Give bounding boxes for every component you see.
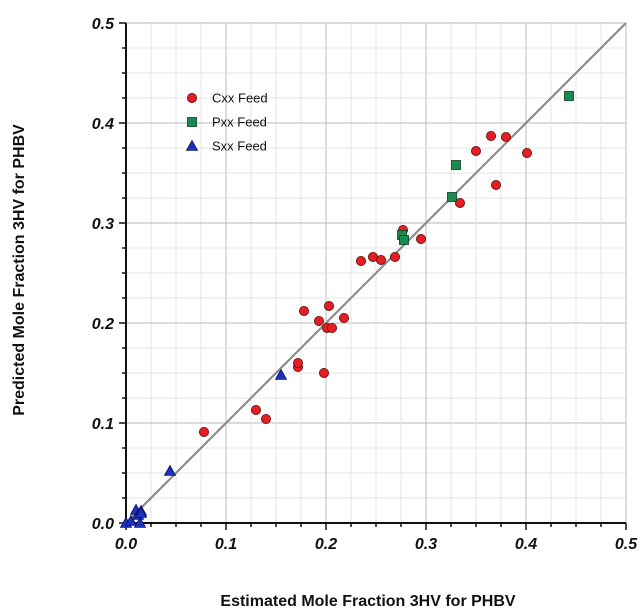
data-point-triangle	[163, 464, 177, 476]
data-point-circle	[500, 131, 511, 142]
data-point-circle	[389, 251, 400, 262]
legend-marker-triangle	[185, 139, 199, 151]
data-point-circle	[470, 145, 481, 156]
x-tick-label: 0.5	[615, 536, 638, 553]
data-point-circle	[355, 255, 366, 266]
y-axis-title: Predicted Mole Fraction 3HV for PHBV	[11, 124, 28, 416]
y-tick-label: 0.4	[92, 116, 114, 133]
y-tick-label: 0.0	[92, 516, 114, 533]
legend-label: Cxx Feed	[212, 91, 268, 106]
y-tick-label: 0.2	[92, 316, 114, 333]
y-tick-label: 0.5	[92, 16, 115, 33]
data-point-triangle	[134, 506, 148, 518]
data-point-circle	[323, 300, 334, 311]
legend-label: Pxx Feed	[212, 115, 267, 130]
data-point-circle	[485, 130, 496, 141]
series-circle	[198, 130, 533, 437]
axes: 0.0 0.1 0.2 0.3 0.4 0.5 0.0 0.1 0.2 0.3 0.4 0.5	[92, 16, 638, 553]
series-square	[397, 91, 574, 245]
identity-line	[125, 22, 627, 524]
reference-line-layer	[125, 22, 627, 524]
x-tick-label: 0.2	[315, 536, 337, 553]
data-point-circle	[490, 179, 501, 190]
data-point-circle	[313, 315, 324, 326]
x-tick-label: 0.1	[215, 536, 237, 553]
data-point-circle	[375, 254, 386, 265]
data-point-circle	[415, 233, 426, 244]
data-point-square	[399, 235, 409, 245]
x-tick-label: 0.0	[115, 536, 137, 553]
data-points	[119, 91, 574, 528]
data-point-triangle	[124, 514, 138, 526]
data-point-circle	[454, 197, 465, 208]
x-tick-label: 0.4	[515, 536, 537, 553]
data-point-circle	[250, 404, 261, 415]
legend-label: Sxx Feed	[212, 139, 267, 154]
data-point-circle	[298, 305, 309, 316]
x-axis-title: Estimated Mole Fraction 3HV for PHBV	[220, 593, 515, 610]
data-point-circle	[338, 312, 349, 323]
data-point-circle	[260, 413, 271, 424]
x-tick-label: 0.3	[415, 536, 437, 553]
data-point-circle	[318, 367, 329, 378]
y-tick-label: 0.1	[92, 416, 114, 433]
data-point-circle	[522, 147, 533, 158]
data-point-square	[564, 91, 574, 101]
y-tick-label: 0.3	[92, 216, 114, 233]
legend-marker-circle	[186, 93, 197, 104]
legend: Cxx Feed Pxx Feed Sxx Feed	[185, 91, 268, 154]
data-point-square	[451, 160, 461, 170]
series-triangle	[119, 368, 288, 528]
data-point-square	[447, 192, 457, 202]
legend-marker-square	[187, 117, 197, 127]
data-point-circle	[292, 357, 303, 368]
data-point-triangle	[274, 368, 288, 380]
data-point-circle	[326, 322, 337, 333]
grid	[126, 22, 627, 523]
data-point-triangle	[133, 516, 147, 528]
data-point-circle	[198, 426, 209, 437]
